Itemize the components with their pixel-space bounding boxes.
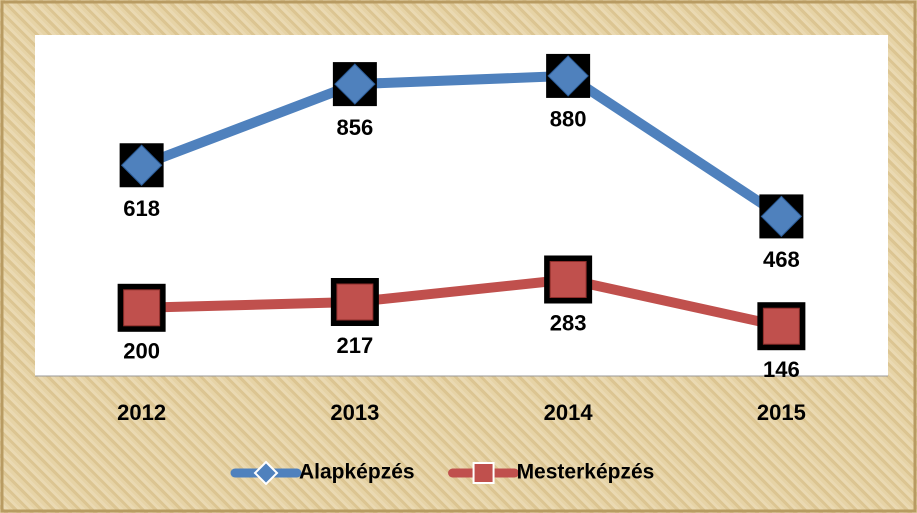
data-label: 146	[763, 357, 800, 382]
series-line	[141, 274, 783, 332]
point-marker	[760, 195, 803, 238]
point-marker	[547, 55, 589, 97]
data-label: 856	[337, 115, 374, 140]
data-label: 618	[123, 196, 160, 221]
x-tick-label: 2012	[117, 400, 166, 425]
x-tick-label: 2014	[544, 400, 594, 425]
point-marker	[336, 283, 374, 321]
x-tick-label: 2013	[330, 400, 379, 425]
legend-label: Mesterképzés	[517, 461, 655, 484]
x-tick-label: 2015	[757, 400, 806, 425]
data-label: 283	[550, 310, 587, 335]
data-label: 200	[123, 339, 160, 364]
legend-marker	[472, 462, 495, 484]
point-marker	[762, 307, 800, 345]
point-marker	[334, 63, 376, 105]
data-label: 217	[337, 333, 374, 358]
series-line	[139, 70, 785, 221]
point-marker	[549, 260, 587, 298]
legend-marker	[253, 460, 279, 486]
point-marker	[123, 289, 161, 327]
data-label: 880	[550, 107, 587, 132]
data-label: 468	[763, 247, 800, 272]
legend-label: Alapképzés	[299, 461, 415, 484]
point-marker	[120, 144, 163, 186]
